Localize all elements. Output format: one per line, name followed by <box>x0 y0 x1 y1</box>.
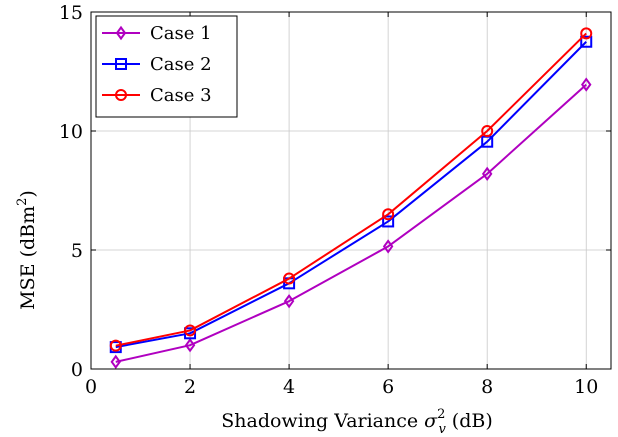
data-point-square <box>382 215 395 228</box>
axis-ticks: 0 2 4 6 8 10 0 5 10 15 <box>59 2 611 398</box>
data-point-circle <box>580 27 593 40</box>
data-point-diamond <box>110 354 121 370</box>
x-tick-label: 0 <box>85 376 97 398</box>
legend-item: Case 2 <box>102 54 212 75</box>
x-tick-label: 8 <box>481 376 493 398</box>
data-point-circle <box>184 324 197 337</box>
x-axis-label-subscript: v <box>438 422 446 437</box>
y-tick-label: 5 <box>71 240 83 262</box>
legend-label: Case 3 <box>150 85 212 106</box>
data-point-diamond <box>283 293 295 309</box>
series-case-3 <box>109 27 593 352</box>
data-point-diamond <box>481 166 493 182</box>
series-line <box>115 32 587 347</box>
legend-marker-circle <box>115 89 127 101</box>
data-point-diamond <box>581 77 592 92</box>
legend-label: Case 1 <box>150 23 212 44</box>
x-axis-label: Shadowing Variance σ2 v (dB) <box>221 407 493 437</box>
legend-label: Case 2 <box>150 54 212 75</box>
y-tick-label: 15 <box>59 2 83 24</box>
legend-marker-square <box>115 58 127 70</box>
data-point-circle <box>283 272 296 285</box>
x-tick-label: 4 <box>283 376 295 398</box>
legend: Case 1 Case 2 Case 3 <box>95 15 238 118</box>
y-axis-label-close: ) <box>17 190 39 197</box>
y-axis-label-superscript: 2 <box>15 198 30 206</box>
x-axis-label-superscript: 2 <box>437 407 445 422</box>
legend-item: Case 1 <box>102 23 212 44</box>
plot-frame <box>90 11 612 370</box>
x-tick-label: 2 <box>184 376 196 398</box>
y-tick-label: 0 <box>71 359 83 381</box>
series-layer <box>109 27 593 370</box>
x-axis-label-symbol: σ <box>424 410 438 432</box>
x-axis-label-unit: (dB) <box>452 410 493 432</box>
data-point-circle <box>481 125 494 137</box>
x-tick-label: 10 <box>574 376 598 398</box>
series-case-1 <box>110 77 592 370</box>
legend-marker-diamond <box>115 25 127 41</box>
x-axis-label-text: Shadowing Variance <box>221 410 418 432</box>
y-axis-label: MSE (dBm2) <box>15 190 39 310</box>
data-point-diamond <box>184 337 196 353</box>
series-line <box>115 41 587 349</box>
y-axis-label-text: MSE (dBm <box>17 206 39 310</box>
data-point-circle <box>382 208 395 221</box>
data-point-diamond <box>382 239 394 254</box>
legend-item: Case 3 <box>102 85 212 106</box>
y-tick-label: 10 <box>59 121 83 143</box>
data-point-square <box>580 35 593 48</box>
series-line <box>115 83 587 363</box>
data-point-circle <box>109 339 122 352</box>
x-tick-label: 6 <box>382 376 394 398</box>
